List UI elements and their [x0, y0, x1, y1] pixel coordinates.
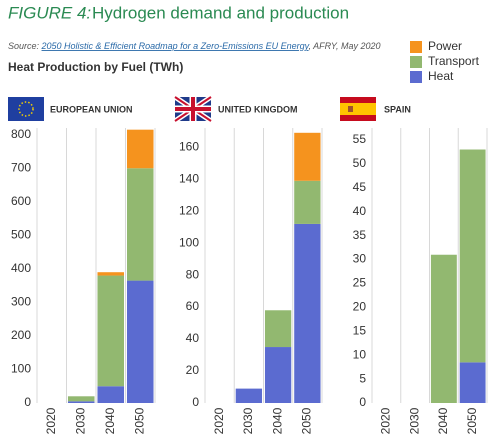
bar-segment [264, 347, 292, 403]
x-tick-label: 2040 [436, 407, 450, 434]
y-tick-label: 700 [11, 160, 31, 174]
bar-segment [430, 254, 457, 403]
y-tick-label: 0 [24, 395, 31, 409]
legend-label: Transport [428, 54, 480, 68]
y-tick-label: 100 [179, 235, 199, 249]
x-tick-label: 2050 [300, 407, 314, 434]
y-tick-label: 100 [11, 362, 31, 376]
y-tick-label: 0 [192, 395, 199, 409]
y-tick-label: 800 [11, 127, 31, 141]
x-tick-label: 2050 [465, 407, 479, 434]
y-tick-label: 25 [353, 276, 367, 290]
y-tick-label: 20 [353, 300, 367, 314]
x-tick-label: 2030 [73, 407, 87, 434]
y-tick-label: 20 [186, 363, 200, 377]
bar-segment [294, 132, 321, 181]
legend-label: Power [428, 39, 462, 53]
bar-segment [67, 401, 95, 403]
x-tick-label: 2020 [44, 407, 58, 434]
flag-eu [8, 97, 44, 121]
bar-segment [459, 362, 486, 403]
source-suffix: , AFRY, May 2020 [308, 41, 380, 51]
bar-segment [97, 272, 125, 276]
y-tick-label: 120 [179, 203, 199, 217]
y-tick-label: 140 [179, 171, 199, 185]
bar-segment [294, 180, 321, 224]
y-tick-label: 0 [359, 395, 366, 409]
y-tick-label: 300 [11, 295, 31, 309]
legend-swatch [410, 56, 422, 68]
source-prefix: Source: [8, 41, 42, 51]
subtitle: Heat Production by Fuel (TWh) [8, 60, 183, 74]
panel-title: EUROPEAN UNION [50, 104, 133, 114]
x-tick-label: 2050 [132, 407, 146, 434]
figure-label: FIGURE 4: [8, 3, 91, 22]
panel-title: SPAIN [384, 104, 411, 114]
bar-segment [97, 275, 125, 387]
bar-segment [294, 223, 321, 403]
source-link[interactable]: 2050 Holistic & Efficient Roadmap for a … [41, 41, 310, 51]
x-tick-label: 2020 [212, 407, 226, 434]
y-tick-label: 60 [186, 299, 200, 313]
bar-segment [126, 280, 154, 403]
figure-title: Hydrogen demand and production [92, 3, 349, 22]
y-tick-label: 200 [11, 328, 31, 342]
legend-label: Heat [428, 69, 454, 83]
y-tick-label: 40 [353, 204, 367, 218]
bar-segment [264, 310, 292, 348]
y-tick-label: 55 [353, 132, 367, 146]
y-tick-label: 500 [11, 227, 31, 241]
y-tick-label: 35 [353, 228, 367, 242]
x-tick-label: 2030 [241, 407, 255, 434]
legend-swatch [410, 71, 422, 83]
panel-title: UNITED KINGDOM [218, 104, 298, 114]
y-tick-label: 600 [11, 194, 31, 208]
x-tick-label: 2020 [379, 407, 393, 434]
y-tick-label: 80 [186, 267, 200, 281]
y-tick-label: 10 [353, 347, 367, 361]
y-tick-label: 50 [353, 156, 367, 170]
flag-spain [340, 97, 376, 121]
flag-uk [173, 94, 213, 124]
x-tick-label: 2040 [103, 407, 117, 434]
source: Source: 2050 Holistic & Efficient Roadma… [8, 41, 381, 51]
x-tick-label: 2030 [407, 407, 421, 434]
y-tick-label: 45 [353, 180, 367, 194]
bar-segment [126, 129, 154, 169]
y-tick-label: 400 [11, 261, 31, 275]
bar-segment [67, 396, 95, 402]
y-tick-label: 160 [179, 139, 199, 153]
x-tick-label: 2040 [270, 407, 284, 434]
bar-segment [235, 388, 263, 403]
bar-segment [459, 149, 486, 363]
y-tick-label: 15 [353, 323, 367, 337]
legend-swatch [410, 41, 422, 53]
bar-segment [97, 386, 125, 403]
y-tick-label: 30 [353, 252, 367, 266]
bar-segment [126, 168, 154, 281]
y-tick-label: 40 [186, 331, 200, 345]
y-tick-label: 5 [359, 371, 366, 385]
